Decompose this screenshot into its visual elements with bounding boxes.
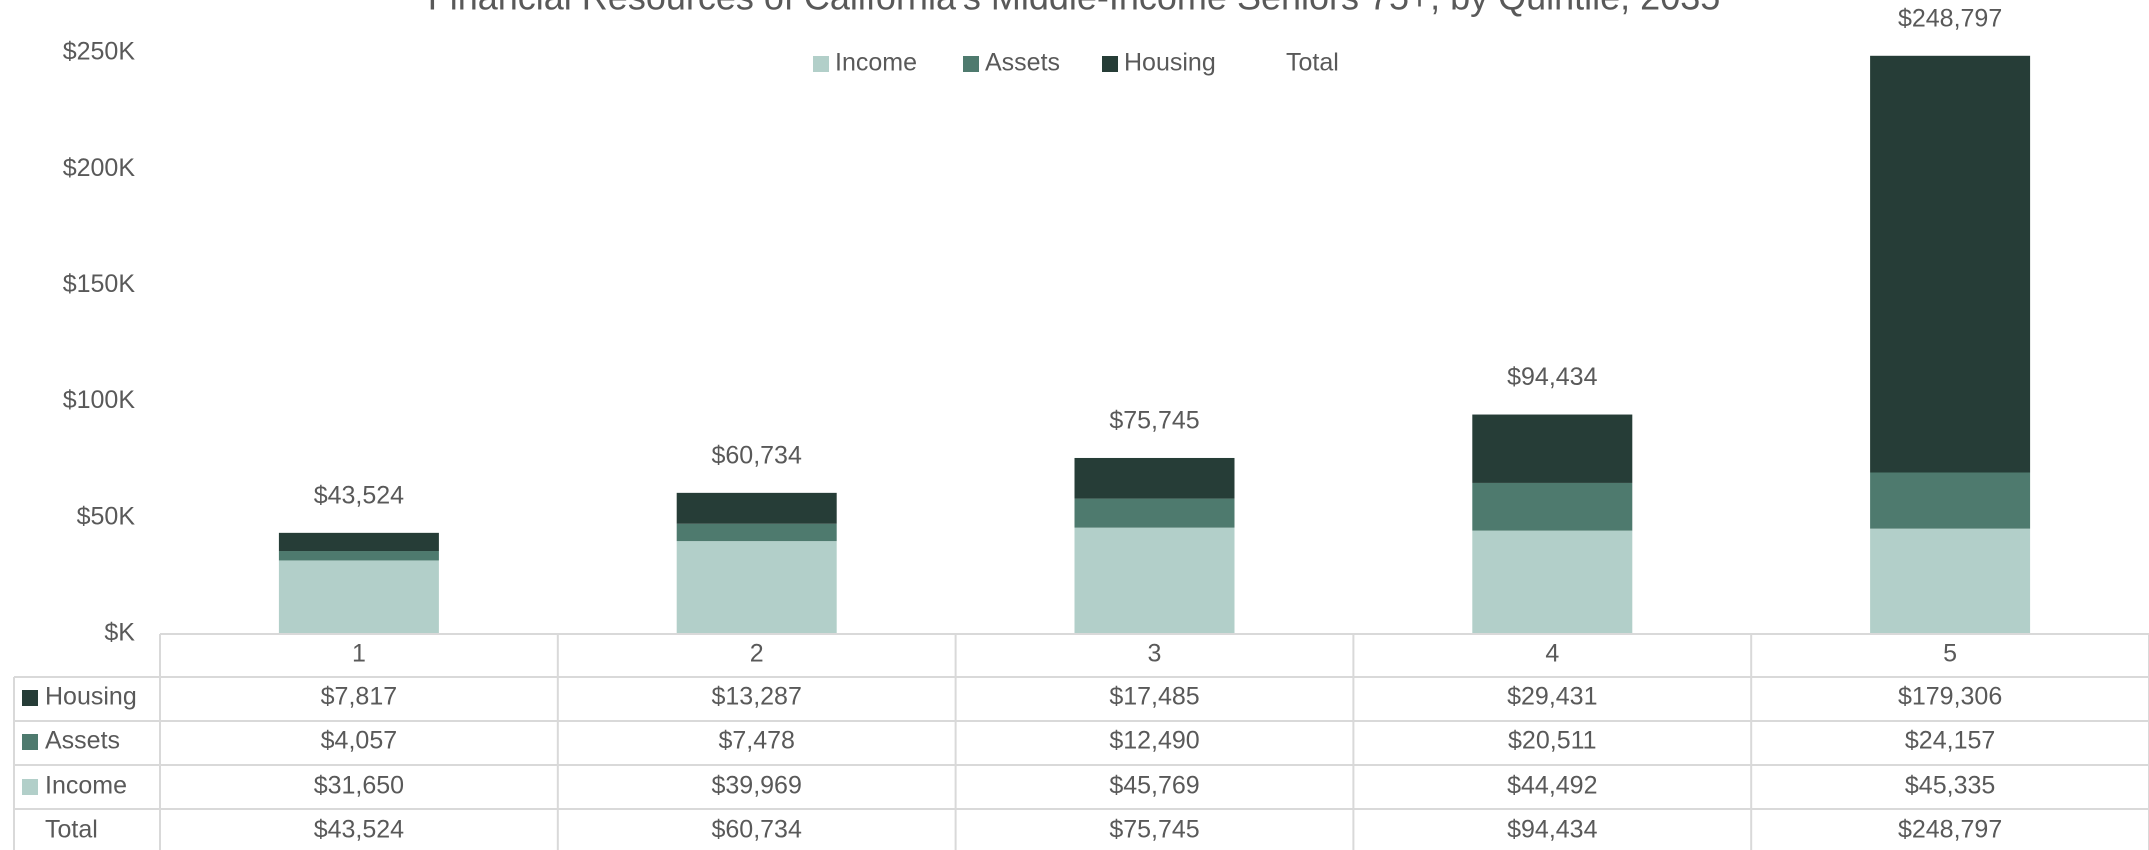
legend-label: Income [835,49,917,77]
x-tick-label: 3 [1148,640,1162,668]
table-cell: $12,490 [1109,727,1199,755]
total-label: $75,745 [1109,407,1199,435]
bar-segment [676,523,837,542]
bar-segment [1870,55,2031,473]
table-cell: $7,817 [321,683,397,711]
table-swatch [22,690,38,706]
table-cell: $45,335 [1905,772,1995,800]
legend-swatch [963,56,979,72]
bar-segment [676,492,837,524]
y-tick-label: $250K [63,38,136,66]
bar-segment [1870,472,2031,529]
y-tick-label: $150K [63,270,136,298]
bar-segment [1472,414,1633,483]
chart-title: Financial Resources of California's Midd… [428,0,1721,18]
bar-segment [1870,528,2031,634]
bar-segment [278,532,439,552]
total-label: $60,734 [712,441,802,469]
bar-segment [1074,457,1235,499]
table-cell: $20,511 [1508,727,1597,755]
bar-segment [1472,482,1633,531]
table-cell: $39,969 [712,772,802,800]
bar-segment [278,560,439,634]
table-cell: $29,431 [1507,683,1597,711]
table-swatch [22,779,38,795]
legend-swatch [1102,56,1118,72]
y-tick-label: $100K [63,386,136,414]
legend-label: Assets [985,49,1060,77]
y-tick-label: $50K [77,502,136,530]
total-label: $43,524 [314,481,404,509]
legend-swatch [813,56,829,72]
legend-label: Total [1286,49,1339,77]
table-cell: $60,734 [712,816,802,844]
table-cell: $31,650 [314,772,404,800]
total-label: $248,797 [1898,4,2002,32]
table-cell: $44,492 [1507,772,1597,800]
x-tick-label: 4 [1545,640,1559,668]
bar-segment [676,541,837,634]
bar-segment [278,551,439,561]
table-row-label: Housing [45,683,137,711]
x-tick-label: 1 [352,640,366,668]
table-row-label: Income [45,772,127,800]
table-cell: $7,478 [718,727,794,755]
y-tick-label: $K [104,619,135,647]
bar-segment [1472,530,1633,634]
table-row-label: Assets [45,727,120,755]
table-cell: $179,306 [1898,683,2002,711]
y-tick-label: $200K [63,154,136,182]
table-cell: $24,157 [1905,727,1995,755]
x-tick-label: 2 [750,640,764,668]
legend-label: Housing [1124,49,1216,77]
table-swatch [22,734,38,750]
table-cell: $94,434 [1507,816,1597,844]
table-cell: $45,769 [1109,772,1199,800]
table-cell: $75,745 [1109,816,1199,844]
bar-segment [1074,527,1235,634]
table-row-label: Total [45,816,98,844]
bar-segment [1074,498,1235,528]
table-cell: $17,485 [1109,683,1199,711]
table-cell: $13,287 [712,683,802,711]
table-cell: $248,797 [1898,816,2002,844]
table-cell: $43,524 [314,816,404,844]
table-cell: $4,057 [321,727,397,755]
total-label: $94,434 [1507,363,1597,391]
x-tick-label: 5 [1943,640,1957,668]
